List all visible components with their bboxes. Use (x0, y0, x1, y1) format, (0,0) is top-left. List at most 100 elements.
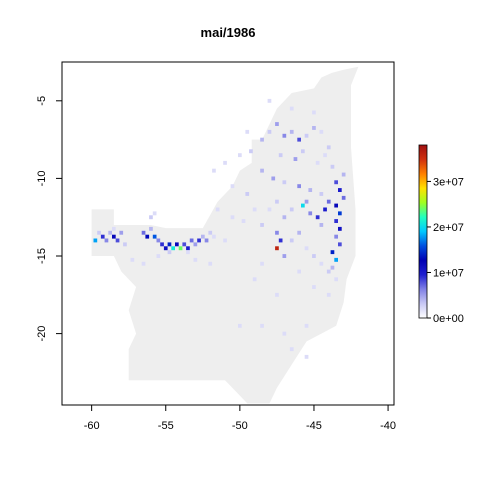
heatmap-cell (189, 238, 194, 243)
heatmap-cell (141, 230, 146, 235)
heatmap-cell (141, 261, 146, 266)
heatmap-cell (326, 292, 331, 297)
heatmap-cell (145, 234, 150, 239)
heatmap-cell (267, 207, 272, 212)
heatmap-cell (112, 234, 116, 239)
heatmap-cell (304, 199, 309, 204)
heatmap-cell (245, 129, 250, 134)
heatmap-cell (260, 323, 264, 328)
heatmap-cell (278, 153, 283, 158)
heatmap-cell (260, 137, 264, 142)
heatmap-cell (326, 145, 331, 150)
heatmap-cell (186, 246, 190, 251)
heatmap-cell (104, 238, 109, 243)
heatmap-cell (338, 188, 342, 192)
heatmap-cell (330, 164, 335, 169)
heatmap-cell (267, 129, 272, 134)
heatmap-cell (275, 199, 279, 204)
heatmap-cell (289, 347, 294, 352)
heatmap-cell (341, 195, 346, 200)
heatmap-cell (323, 153, 327, 158)
heatmap-cell (223, 238, 227, 243)
heatmap-cell (319, 129, 324, 134)
heatmap-cell (238, 323, 242, 328)
heatmap-cell (282, 331, 287, 336)
heatmap-cell (304, 323, 309, 328)
heatmap-cell (334, 234, 338, 239)
heatmap-cells (93, 98, 346, 359)
heatmap-cell (334, 180, 338, 185)
heatmap-cell (245, 192, 250, 196)
heatmap-cell (119, 230, 124, 235)
heatmap-cell (230, 184, 235, 189)
heatmap-cell (282, 215, 287, 220)
heatmap-cell (115, 238, 120, 243)
colorbar: 0e+00 1e+07 2e+07 3e+07 (418, 144, 464, 325)
y-tick-label: -10 (36, 170, 48, 186)
x-tick-label: -50 (232, 420, 248, 432)
heatmap-cell (149, 226, 153, 231)
heatmap-cell (330, 250, 335, 255)
heatmap-cell (193, 257, 198, 262)
heatmap-cell (156, 254, 161, 258)
heatmap-cell (312, 254, 316, 258)
heatmap-cell (293, 157, 298, 161)
heatmap-cell (212, 234, 216, 239)
heatmap-cell (152, 234, 157, 239)
heatmap-cell (208, 230, 213, 235)
heatmap-cell (315, 160, 320, 165)
heatmap-cell (238, 153, 242, 158)
heatmap-cell (171, 246, 175, 251)
heatmap-cell (275, 246, 279, 251)
heatmap-cell (315, 215, 320, 220)
heatmap-cell (323, 207, 327, 212)
colorbar-tick-label: 0e+00 (433, 313, 464, 325)
region-shape (91, 66, 359, 404)
background-region (91, 66, 359, 404)
heatmap-cell (278, 238, 283, 243)
heatmap-cell (338, 226, 342, 231)
heatmap-cell (163, 246, 168, 251)
heatmap-cell (260, 223, 264, 227)
heatmap-cell (249, 149, 253, 154)
x-tick-label: -60 (84, 420, 100, 432)
chart-title: mai/1986 (201, 25, 256, 40)
heatmap-cell (241, 219, 246, 223)
colorbar-tick-label: 2e+07 (433, 222, 464, 234)
heatmap-cell (338, 211, 342, 216)
heatmap-cell (182, 242, 187, 247)
heatmap-cell (178, 246, 183, 251)
heatmap-cell (297, 137, 301, 142)
heatmap-cell (334, 203, 338, 208)
heatmap-cell (175, 242, 179, 247)
heatmap-cell (312, 110, 316, 115)
y-tick-label: -20 (36, 326, 48, 342)
heatmap-cell (201, 234, 205, 239)
heatmap-cell (208, 261, 213, 266)
heatmap-cell (282, 254, 287, 258)
heatmap-cell (204, 238, 209, 243)
y-tick-label: -5 (36, 96, 48, 106)
heatmap-cell (319, 261, 324, 266)
heatmap-cell (312, 126, 316, 130)
heatmap-cell (289, 238, 294, 243)
heatmap-cell (304, 133, 309, 138)
heatmap-cell (319, 223, 324, 227)
heatmap-cell (252, 277, 257, 282)
heatmap-cell (149, 215, 153, 220)
heatmap-cell (297, 269, 301, 274)
heatmap-cell (308, 188, 313, 192)
heatmap-cell (312, 285, 316, 289)
heatmap-cell (112, 226, 116, 231)
heatmap-cell (341, 172, 346, 177)
heatmap-cell (271, 176, 276, 181)
heatmap-cell (282, 180, 287, 185)
heatmap-cell (230, 215, 235, 220)
heatmap-cell (338, 242, 342, 247)
heatmap-cell (193, 242, 198, 247)
heatmap-cell (186, 250, 190, 255)
heatmap-cell (212, 168, 216, 173)
heatmap-cell (167, 250, 172, 255)
heatmap-cell (304, 246, 309, 251)
heatmap-cell (275, 122, 279, 126)
